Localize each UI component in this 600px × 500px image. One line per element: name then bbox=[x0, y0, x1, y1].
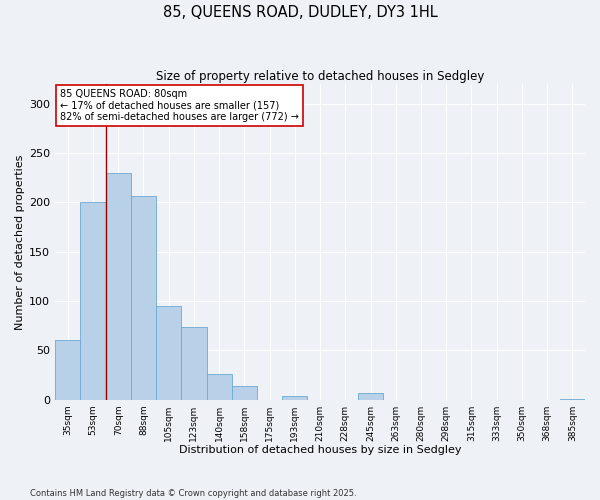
Text: 85, QUEENS ROAD, DUDLEY, DY3 1HL: 85, QUEENS ROAD, DUDLEY, DY3 1HL bbox=[163, 5, 437, 20]
Bar bbox=[106, 173, 131, 400]
Bar bbox=[181, 326, 206, 400]
Text: 85 QUEENS ROAD: 80sqm
← 17% of detached houses are smaller (157)
82% of semi-det: 85 QUEENS ROAD: 80sqm ← 17% of detached … bbox=[60, 89, 299, 122]
Bar bbox=[156, 306, 181, 400]
Bar bbox=[80, 202, 106, 400]
Bar bbox=[232, 386, 257, 400]
Title: Size of property relative to detached houses in Sedgley: Size of property relative to detached ho… bbox=[156, 70, 484, 83]
Bar bbox=[560, 398, 585, 400]
Text: Contains HM Land Registry data © Crown copyright and database right 2025.: Contains HM Land Registry data © Crown c… bbox=[30, 488, 356, 498]
Y-axis label: Number of detached properties: Number of detached properties bbox=[15, 154, 25, 330]
X-axis label: Distribution of detached houses by size in Sedgley: Distribution of detached houses by size … bbox=[179, 445, 461, 455]
Bar bbox=[206, 374, 232, 400]
Bar bbox=[131, 196, 156, 400]
Bar bbox=[55, 340, 80, 400]
Bar bbox=[282, 396, 307, 400]
Bar bbox=[358, 392, 383, 400]
